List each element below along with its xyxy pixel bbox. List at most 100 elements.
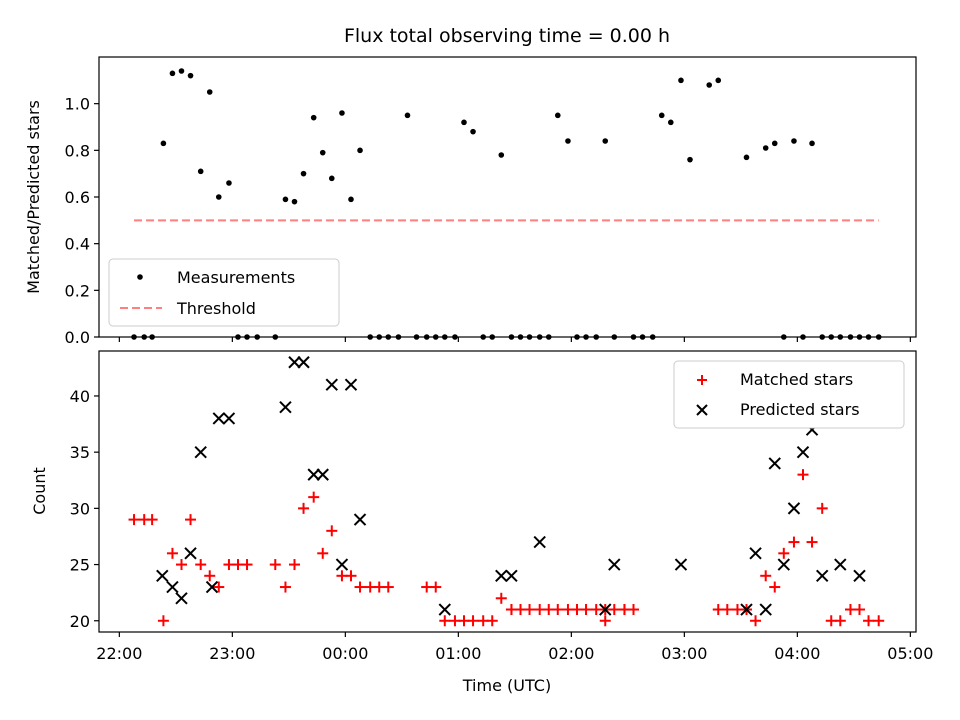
predicted-star-point xyxy=(288,356,301,369)
measurement-point xyxy=(235,334,241,340)
measurement-point xyxy=(432,334,439,340)
bottom-x-tick-label: 23:00 xyxy=(209,644,255,663)
top-y-ticks: 0.0 0.2 0.4 0.6 0.8 1.0 xyxy=(65,95,99,347)
predicted-star-point xyxy=(796,445,810,459)
matched-star-point xyxy=(486,615,498,627)
measurement-point xyxy=(791,138,797,144)
measurement-point xyxy=(131,334,137,340)
matched-star-point xyxy=(128,514,140,526)
matched-star-point xyxy=(439,615,451,627)
matched-star-point xyxy=(873,615,885,627)
predicted-star-point xyxy=(353,513,367,526)
top-y-tick-label: 0.8 xyxy=(65,141,90,160)
bottom-y-tick-label: 40 xyxy=(70,387,90,406)
measurement-point xyxy=(583,334,589,340)
measurement-point xyxy=(244,334,250,340)
top-y-axis-label: Matched/Predicted stars xyxy=(24,100,43,294)
measurement-point xyxy=(385,334,392,340)
measurement-point xyxy=(357,147,363,154)
legend-label-threshold: Threshold xyxy=(176,299,256,318)
measurement-point xyxy=(489,334,496,340)
matched-star-point xyxy=(308,491,320,503)
bottom-y-axis-label: Count xyxy=(30,467,49,515)
matched-star-point xyxy=(430,581,442,593)
matched-star-point xyxy=(514,604,526,616)
legend-label-matched: Matched stars xyxy=(740,370,853,389)
measurement-point xyxy=(743,154,750,161)
chart-title: Flux total observing time = 0.00 h xyxy=(344,25,670,47)
measurement-point xyxy=(197,168,204,175)
measurement-point xyxy=(178,68,185,74)
predicted-star-point xyxy=(816,569,829,583)
matched-star-point xyxy=(750,615,762,627)
predicted-star-point xyxy=(205,580,219,594)
predicted-star-point xyxy=(316,468,329,481)
bottom-x-tick-label: 02:00 xyxy=(548,644,594,663)
top-x-ticks xyxy=(118,337,911,342)
measurement-point xyxy=(160,140,167,147)
matched-star-point xyxy=(195,559,207,571)
predicted-star-point xyxy=(777,558,790,571)
matched-star-point xyxy=(788,536,800,548)
predicted-star-point xyxy=(175,592,188,605)
measurement-point xyxy=(328,175,335,182)
measurement-point xyxy=(348,196,354,203)
predicted-star-point xyxy=(438,603,451,616)
matched-star-point xyxy=(769,581,781,593)
measurement-point xyxy=(667,119,674,126)
matched-star-point xyxy=(778,547,790,559)
top-series xyxy=(131,68,882,340)
measurement-point xyxy=(480,334,487,340)
predicted-star-point xyxy=(608,558,621,571)
top-y-tick-label: 0.0 xyxy=(65,328,90,347)
measurement-point xyxy=(149,334,155,340)
measurement-point xyxy=(215,194,222,200)
bottom-x-axis-label: Time (UTC) xyxy=(462,676,551,695)
top-y-tick-label: 1.0 xyxy=(65,95,90,114)
measurement-point xyxy=(602,138,609,144)
measurement-point xyxy=(565,138,571,144)
measurement-point xyxy=(819,334,826,340)
matched-star-point xyxy=(467,615,479,627)
measurement-point xyxy=(291,198,298,205)
matched-star-point xyxy=(797,469,809,481)
measurement-point xyxy=(404,112,411,119)
matched-star-point xyxy=(853,604,865,616)
measurement-point xyxy=(771,140,778,147)
matched-star-point xyxy=(345,570,357,582)
bottom-legend-box xyxy=(673,360,905,429)
measurement-point xyxy=(593,334,600,340)
measurement-point xyxy=(828,334,835,340)
predicted-star-point xyxy=(787,502,801,515)
top-panel: 0.0 0.2 0.4 0.6 0.8 1.0 Matched/Predicted sta… xyxy=(24,56,917,347)
matched-star-point xyxy=(354,581,366,593)
bottom-panel-frame xyxy=(98,350,917,633)
bottom-legend: Matched stars Predicted stars xyxy=(673,360,905,429)
legend-label-predicted: Predicted stars xyxy=(740,400,860,419)
measurement-point xyxy=(865,334,872,340)
matched-star-point xyxy=(580,604,592,616)
legend-label-measurements: Measurements xyxy=(177,268,295,287)
measurement-point xyxy=(367,334,374,340)
predicted-star-point xyxy=(674,558,688,571)
measurement-point xyxy=(226,180,232,186)
top-legend: Measurements Threshold xyxy=(108,258,340,327)
matched-star-point xyxy=(382,581,394,593)
matched-star-point xyxy=(326,525,338,537)
matched-star-point xyxy=(185,514,197,526)
top-y-tick-label: 0.6 xyxy=(65,188,90,207)
bottom-x-tick-label: 03:00 xyxy=(661,644,707,663)
top-legend-box xyxy=(108,258,340,327)
measurement-point xyxy=(508,334,515,340)
matched-star-point xyxy=(157,615,169,627)
measurement-point xyxy=(678,77,684,84)
bottom-x-tick-label: 04:00 xyxy=(774,644,820,663)
measurement-point xyxy=(545,334,552,340)
measurement-point xyxy=(574,334,580,340)
measurement-point xyxy=(452,334,458,340)
matched-star-point xyxy=(816,502,828,514)
bottom-x-ticks: 22:00 23:00 00:00 01:00 02:00 03:00 04:00 05:00 xyxy=(96,632,933,663)
predicted-star-point xyxy=(307,468,320,481)
measurement-point xyxy=(319,149,326,156)
